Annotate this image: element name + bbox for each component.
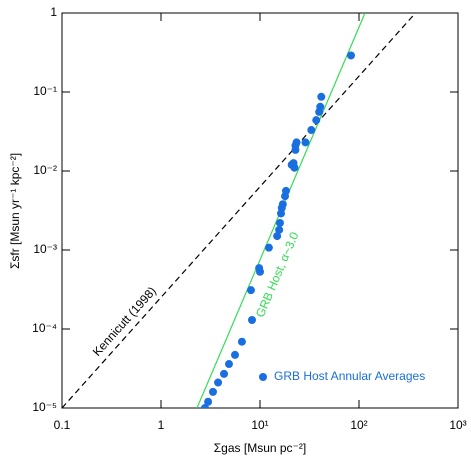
legend-label: GRB Host Annular Averages (274, 369, 425, 383)
data-point (208, 387, 217, 396)
data-point (256, 267, 264, 276)
y-tick-label: 10⁻⁴ (32, 321, 57, 335)
x-tick-label: 1 (158, 418, 165, 432)
x-tick-label: 0.1 (54, 418, 71, 432)
data-point (301, 138, 310, 147)
data-point (230, 350, 239, 359)
data-point (204, 397, 213, 406)
x-axis-label: Σgas [Msun pc⁻²] (214, 441, 306, 455)
data-point (307, 126, 316, 135)
data-point (317, 92, 326, 101)
data-point (273, 232, 282, 241)
y-axis-label: Σsfr [Msun yr⁻¹ kpc⁻²] (8, 153, 22, 269)
x-tick-label: 10¹ (251, 418, 268, 432)
data-point (278, 200, 287, 209)
data-point (281, 186, 290, 195)
y-tick-label: 10⁻¹ (33, 84, 57, 98)
y-tick-label: 10⁻³ (33, 242, 57, 256)
data-point (224, 360, 233, 369)
y-tick-label: 10⁻² (33, 163, 57, 177)
line-annotation: Kennicutt (1998) (90, 284, 159, 359)
data-point (290, 163, 299, 172)
x-tick-label: 10³ (449, 418, 466, 432)
data-point (246, 286, 255, 295)
data-point (247, 315, 256, 324)
plot-frame (61, 12, 459, 409)
data-point (275, 218, 284, 227)
data-point (312, 116, 321, 125)
y-tick-label: 10⁻⁵ (32, 400, 57, 414)
data-point (214, 378, 223, 387)
data-point (237, 337, 246, 346)
data-point (292, 138, 301, 147)
data-point (316, 102, 325, 111)
data-point (264, 243, 273, 252)
fit-line (62, 13, 416, 408)
legend-marker (259, 373, 267, 381)
data-point (346, 51, 355, 60)
data-point (275, 225, 284, 234)
y-tick-label: 1 (50, 5, 57, 19)
data-point (220, 369, 229, 378)
x-tick-label: 10² (350, 418, 367, 432)
